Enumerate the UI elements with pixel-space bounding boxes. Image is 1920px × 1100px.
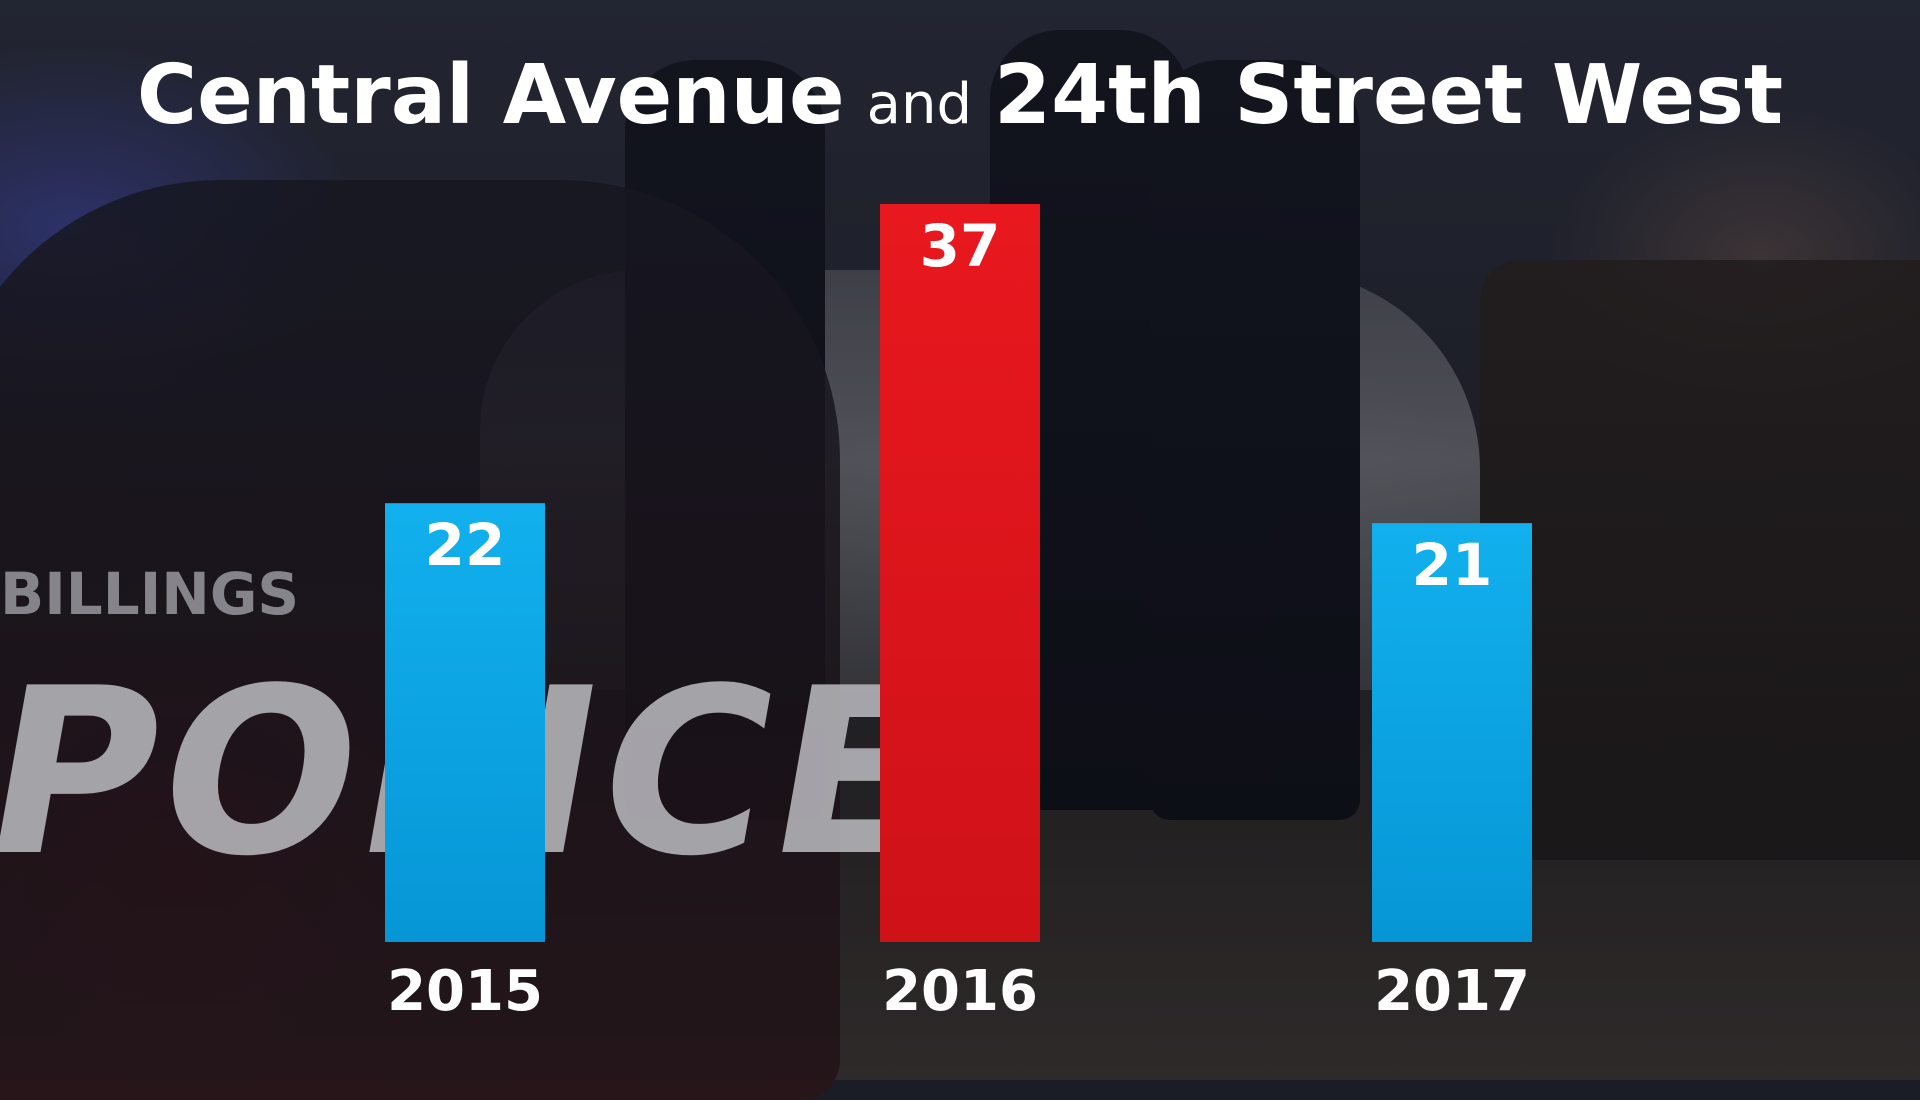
police-car-billings-lettering: BILLINGS bbox=[0, 560, 300, 628]
x-tick-label: 2015 bbox=[387, 959, 543, 1024]
title-connector: and bbox=[866, 72, 973, 137]
bar-value-label: 22 bbox=[425, 511, 506, 579]
background-officer bbox=[1150, 60, 1360, 820]
bar-2017 bbox=[1372, 523, 1532, 942]
x-tick-label: 2017 bbox=[1374, 959, 1530, 1024]
bar-value-label: 21 bbox=[1412, 531, 1493, 599]
title-part-1: Central Avenue bbox=[136, 48, 845, 143]
title-part-2: 24th Street West bbox=[994, 48, 1784, 143]
bar-2015 bbox=[385, 503, 545, 942]
background-truck bbox=[1480, 260, 1920, 860]
bar-value-label: 37 bbox=[920, 212, 1001, 280]
bar-2016 bbox=[880, 204, 1040, 942]
x-tick-label: 2016 bbox=[882, 959, 1038, 1024]
chart-title: Central Avenue and 24th Street West bbox=[0, 48, 1920, 143]
